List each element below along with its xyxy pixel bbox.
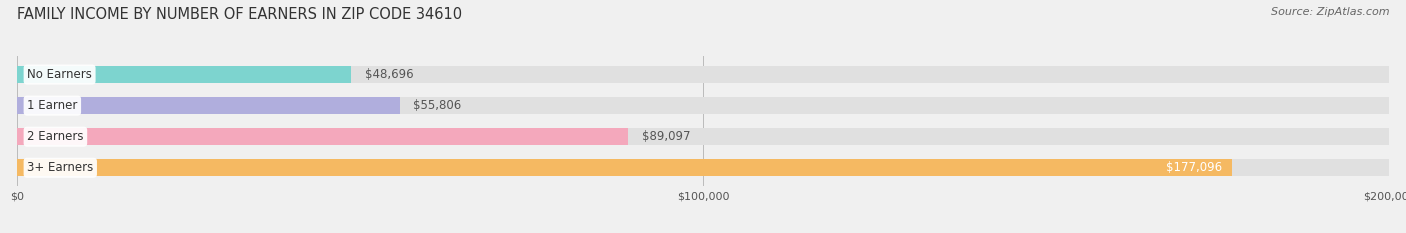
- Bar: [17, 159, 1389, 176]
- Text: 3+ Earners: 3+ Earners: [27, 161, 93, 174]
- Bar: [17, 97, 399, 114]
- Text: 1 Earner: 1 Earner: [27, 99, 77, 112]
- Bar: [17, 128, 628, 145]
- Bar: [17, 97, 1389, 114]
- Text: $55,806: $55,806: [413, 99, 461, 112]
- Bar: [17, 128, 1389, 145]
- Text: $89,097: $89,097: [643, 130, 690, 143]
- Text: No Earners: No Earners: [27, 68, 91, 81]
- Text: $48,696: $48,696: [364, 68, 413, 81]
- Text: $177,096: $177,096: [1166, 161, 1222, 174]
- Bar: [17, 66, 352, 83]
- Text: FAMILY INCOME BY NUMBER OF EARNERS IN ZIP CODE 34610: FAMILY INCOME BY NUMBER OF EARNERS IN ZI…: [17, 7, 463, 22]
- Bar: [17, 66, 1389, 83]
- Text: 2 Earners: 2 Earners: [27, 130, 84, 143]
- Text: Source: ZipAtlas.com: Source: ZipAtlas.com: [1271, 7, 1389, 17]
- Bar: [17, 159, 1232, 176]
